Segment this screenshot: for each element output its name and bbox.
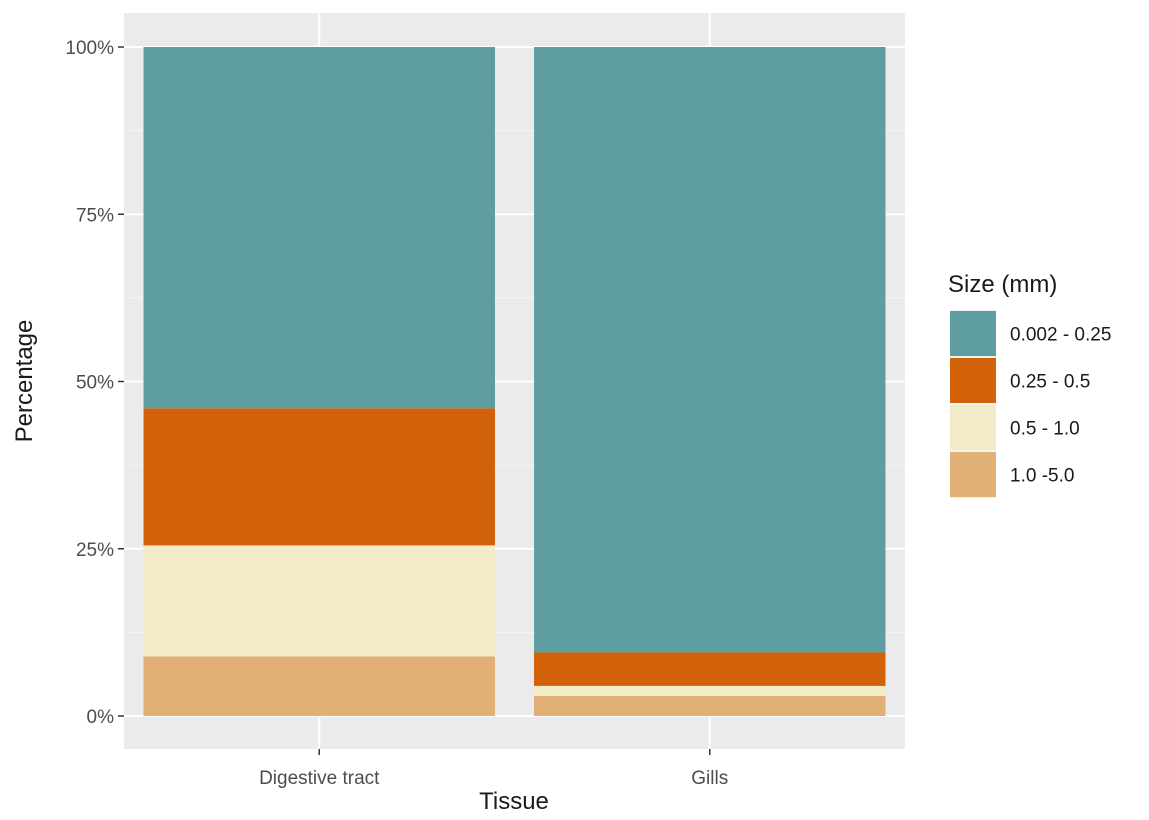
bar-segment [534, 652, 886, 686]
bars [143, 47, 886, 716]
bar-segment [143, 47, 495, 409]
legend-swatch [950, 405, 996, 450]
legend-swatch [950, 358, 996, 403]
x-tick-label: Gills [691, 768, 728, 789]
y-tick-label: 0% [87, 707, 115, 728]
bar-segment [534, 47, 886, 653]
x-axis-title: Tissue [479, 788, 549, 815]
bar-segment [534, 695, 886, 716]
bar-segment [143, 545, 495, 657]
x-axis: Digestive tract Gills [259, 749, 728, 789]
y-axis-title: Percentage [11, 320, 38, 443]
legend-label: 0.5 - 1.0 [1010, 419, 1080, 440]
legend-swatch [950, 452, 996, 497]
legend-swatch [950, 311, 996, 356]
x-tick-label: Digestive tract [259, 768, 380, 789]
bar-segment [143, 656, 495, 716]
bar-segment [143, 408, 495, 546]
y-axis: 0% 25% 50% 75% 100% [65, 38, 124, 728]
legend: Size (mm) 0.002 - 0.25 0.25 - 0.5 0.5 - 1.… [948, 271, 1111, 498]
legend-title: Size (mm) [948, 271, 1057, 298]
y-tick-label: 50% [76, 373, 114, 394]
legend-label: 0.002 - 0.25 [1010, 325, 1111, 346]
y-tick-label: 100% [65, 38, 114, 59]
y-tick-label: 25% [76, 540, 114, 561]
y-tick-label: 75% [76, 205, 114, 226]
bar-segment [534, 685, 886, 696]
legend-label: 1.0 -5.0 [1010, 466, 1074, 487]
legend-label: 0.25 - 0.5 [1010, 372, 1090, 393]
